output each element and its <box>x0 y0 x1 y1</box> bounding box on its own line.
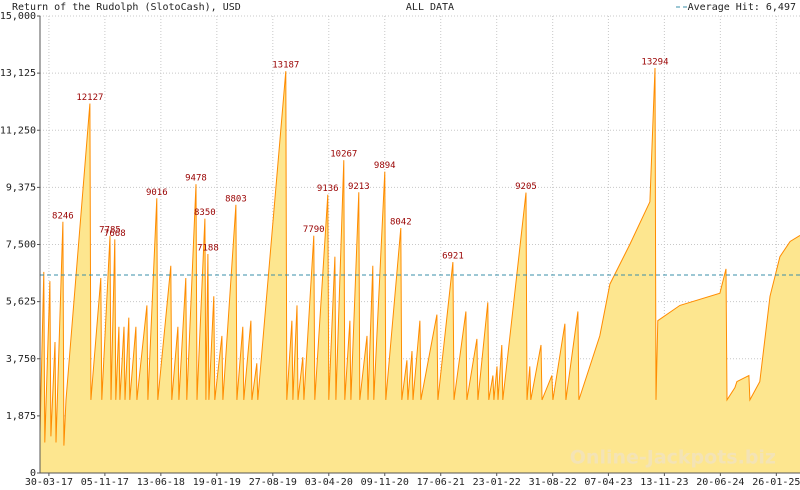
x-tick-label: 20-06-24 <box>696 477 744 488</box>
chart-subtitle: ALL DATA <box>406 2 454 13</box>
data-label: 9205 <box>515 182 537 192</box>
x-tick-label: 19-01-19 <box>193 477 241 488</box>
x-tick-label: 31-08-22 <box>529 477 577 488</box>
y-tick-label: 11,250 <box>0 125 36 136</box>
legend-label: Average Hit: 6,497 <box>688 2 796 13</box>
y-tick-label: 3,750 <box>6 354 36 365</box>
x-tick-label: 03-04-20 <box>305 477 353 488</box>
watermark: Online-Jackpots.biz <box>570 447 776 469</box>
x-tick-label: 07-04-23 <box>584 477 632 488</box>
data-label: 8803 <box>225 194 247 204</box>
y-tick-label: 0 <box>30 468 36 479</box>
data-label: 8350 <box>194 208 216 218</box>
data-label: 7790 <box>303 225 325 235</box>
y-tick-label: 13,125 <box>0 68 36 79</box>
data-label: 7188 <box>197 244 219 254</box>
y-tick-label: 5,625 <box>6 297 36 308</box>
data-label: 8042 <box>390 217 412 227</box>
line <box>39 67 800 446</box>
data-label: 10267 <box>330 150 357 160</box>
y-tick-label: 9,375 <box>6 182 36 193</box>
plot <box>39 16 800 474</box>
data-label: 13187 <box>272 61 299 71</box>
y-tick-label: 7,500 <box>6 240 36 251</box>
x-tick-label: 13-11-23 <box>640 477 688 488</box>
x-tick-label: 27-08-19 <box>249 477 297 488</box>
data-label: 9894 <box>374 161 396 171</box>
area <box>40 68 800 473</box>
y-tick-label: 1,875 <box>6 411 36 422</box>
x-tick-label: 05-11-17 <box>81 477 129 488</box>
data-label: 12127 <box>76 93 103 103</box>
data-label: 6921 <box>442 252 464 262</box>
x-tick-label: 09-11-20 <box>361 477 409 488</box>
x-tick-label: 13-06-18 <box>137 477 185 488</box>
y-tick-label: 15,000 <box>0 11 36 22</box>
data-label: 7785 <box>99 225 121 235</box>
data-label: 9478 <box>185 174 207 184</box>
x-tick-label: 30-03-17 <box>25 477 73 488</box>
x-tick-label: 26-01-25 <box>752 477 800 488</box>
data-label: 9136 <box>317 184 339 194</box>
data-label: 9213 <box>348 182 370 192</box>
chart-title: Return of the Rudolph (SlotoCash), USD <box>12 2 241 13</box>
data-label: 9016 <box>146 188 168 198</box>
data-label: 13294 <box>641 57 668 67</box>
x-tick-label: 23-01-22 <box>473 477 521 488</box>
data-label: 8246 <box>52 211 74 221</box>
data-label: 7668 <box>104 229 126 239</box>
x-tick-label: 17-06-21 <box>417 477 465 488</box>
